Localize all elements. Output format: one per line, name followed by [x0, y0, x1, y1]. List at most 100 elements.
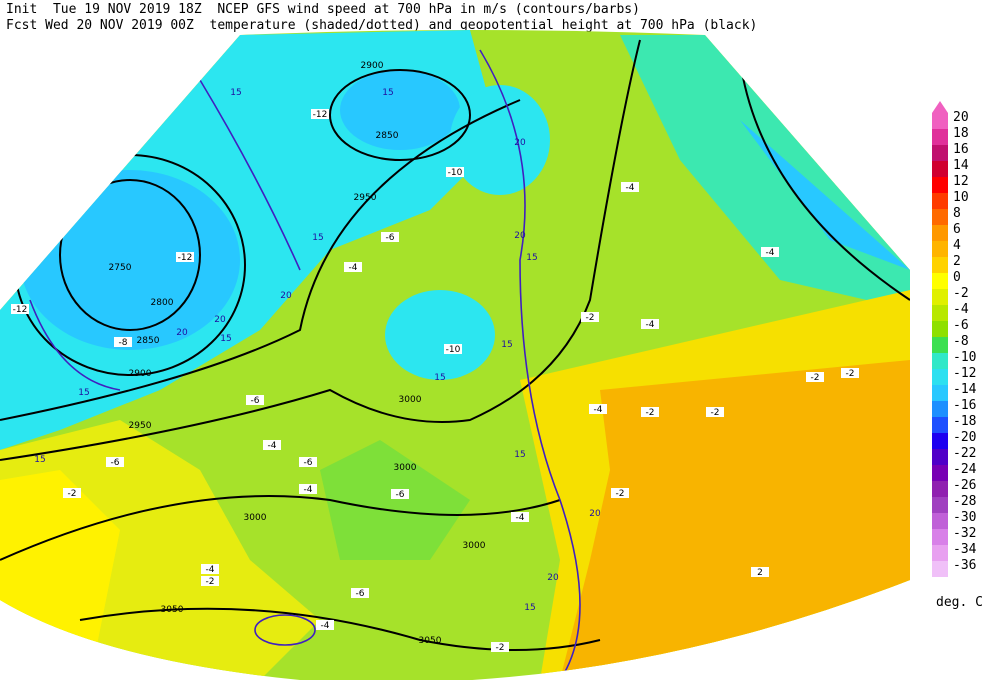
colorbar-label: 4	[953, 238, 961, 253]
height-label: 2850	[376, 131, 399, 141]
label-box	[589, 404, 607, 414]
header-line: Fcst Wed 20 NOV 2019 00Z temperature (sh…	[6, 18, 757, 33]
colorbar-label: -18	[953, 414, 976, 429]
label-box	[201, 564, 219, 574]
wind-label: 15	[78, 388, 89, 398]
label-box	[106, 457, 124, 467]
label-box	[706, 407, 724, 417]
colorbar-swatch	[932, 193, 948, 209]
colorbar-unit: deg. C	[936, 595, 983, 610]
colorbar-swatch	[932, 513, 948, 529]
label-box	[511, 512, 529, 522]
label-box	[751, 567, 769, 577]
height-label: 3050	[419, 636, 442, 646]
temp-label: -2	[496, 643, 505, 653]
temp-label: -2	[586, 313, 595, 323]
label-box	[444, 344, 462, 354]
temp-label: -4	[268, 441, 277, 451]
temp-label: -6	[396, 490, 405, 500]
colorbar-swatch	[932, 545, 948, 561]
colorbar-swatch	[932, 257, 948, 273]
colorbar-swatch	[932, 177, 948, 193]
colorbar-label: 6	[953, 222, 961, 237]
height-label: 2950	[354, 193, 377, 203]
temp-label: -12	[313, 110, 328, 120]
label-box	[299, 457, 317, 467]
colorbar-label: -26	[953, 478, 976, 493]
colorbar-label: 10	[953, 190, 969, 205]
label-box	[641, 319, 659, 329]
temp-label: -2	[206, 577, 215, 587]
colorbar-swatch	[932, 273, 948, 289]
colorbar-label: 12	[953, 174, 969, 189]
height-label: 2950	[129, 421, 152, 431]
wind-label: 15	[230, 88, 241, 98]
colorbar-swatch	[932, 321, 948, 337]
colorbar-swatch	[932, 353, 948, 369]
colorbar-swatch	[932, 209, 948, 225]
wind-label: 20	[589, 509, 601, 519]
colorbar-swatch	[932, 561, 948, 577]
colorbar-swatch	[932, 433, 948, 449]
colorbar-arrow	[932, 101, 948, 113]
colorbar-label: -24	[953, 462, 977, 477]
label-box	[761, 247, 779, 257]
colorbar-label: 16	[953, 142, 969, 157]
wind-label: 15	[220, 334, 231, 344]
colorbar-label: -36	[953, 558, 976, 573]
temp-label: -2	[711, 408, 720, 418]
colorbar-label: -2	[953, 286, 969, 301]
temp-label: -4	[646, 320, 655, 330]
colorbar-swatch	[932, 465, 948, 481]
wind-label: 15	[524, 603, 535, 613]
colorbar-label: 18	[953, 126, 969, 141]
colorbar-swatch	[932, 417, 948, 433]
height-label: 3000	[463, 541, 486, 551]
temp-label: -2	[68, 489, 77, 499]
label-box	[806, 372, 824, 382]
label-box	[114, 337, 132, 347]
wind-label: 15	[501, 340, 512, 350]
height-label: 2750	[109, 263, 132, 273]
temp-label: -4	[304, 485, 313, 495]
label-box	[621, 182, 639, 192]
colorbar-label: 14	[953, 158, 969, 173]
colorbar-label: -8	[953, 334, 969, 349]
colorbar-swatch	[932, 241, 948, 257]
temp-label: 2	[757, 568, 763, 578]
colorbar-label: -12	[953, 366, 976, 381]
wind-label: 20	[514, 138, 526, 148]
colorbar-label: -34	[953, 542, 977, 557]
label-box	[176, 252, 194, 262]
label-box	[641, 407, 659, 417]
colorbar-swatch	[932, 113, 948, 129]
colorbar-label: -22	[953, 446, 976, 461]
temp-label: -10	[448, 168, 463, 178]
label-box	[246, 395, 264, 405]
colorbar-label: -28	[953, 494, 976, 509]
label-box	[611, 488, 629, 498]
temp-label: -10	[446, 345, 461, 355]
header-line: Init Tue 19 NOV 2019 18Z NCEP GFS wind s…	[6, 2, 640, 17]
label-box	[299, 484, 317, 494]
colorbar-label: -4	[953, 302, 969, 317]
wind-label: 20	[214, 315, 226, 325]
colorbar-label: 0	[953, 270, 961, 285]
temp-label: -4	[626, 183, 635, 193]
height-label: 2900	[129, 369, 152, 379]
wind-label: 15	[514, 450, 525, 460]
label-box	[381, 232, 399, 242]
colorbar-label: -32	[953, 526, 976, 541]
temp-label: -6	[111, 458, 120, 468]
colorbar-swatch	[932, 145, 948, 161]
colorbar-label: -20	[953, 430, 976, 445]
label-box	[316, 620, 334, 630]
temp-label: -4	[594, 405, 603, 415]
temp-label: -4	[766, 248, 775, 258]
temp-label: -6	[386, 233, 395, 243]
temp-label: -4	[206, 565, 215, 575]
colorbar-swatch	[932, 161, 948, 177]
colorbar-label: -16	[953, 398, 976, 413]
label-box	[344, 262, 362, 272]
map-labels: 2900 2850 2750 2800 2850 2950 2900 2950 3000 3000…	[11, 61, 859, 653]
